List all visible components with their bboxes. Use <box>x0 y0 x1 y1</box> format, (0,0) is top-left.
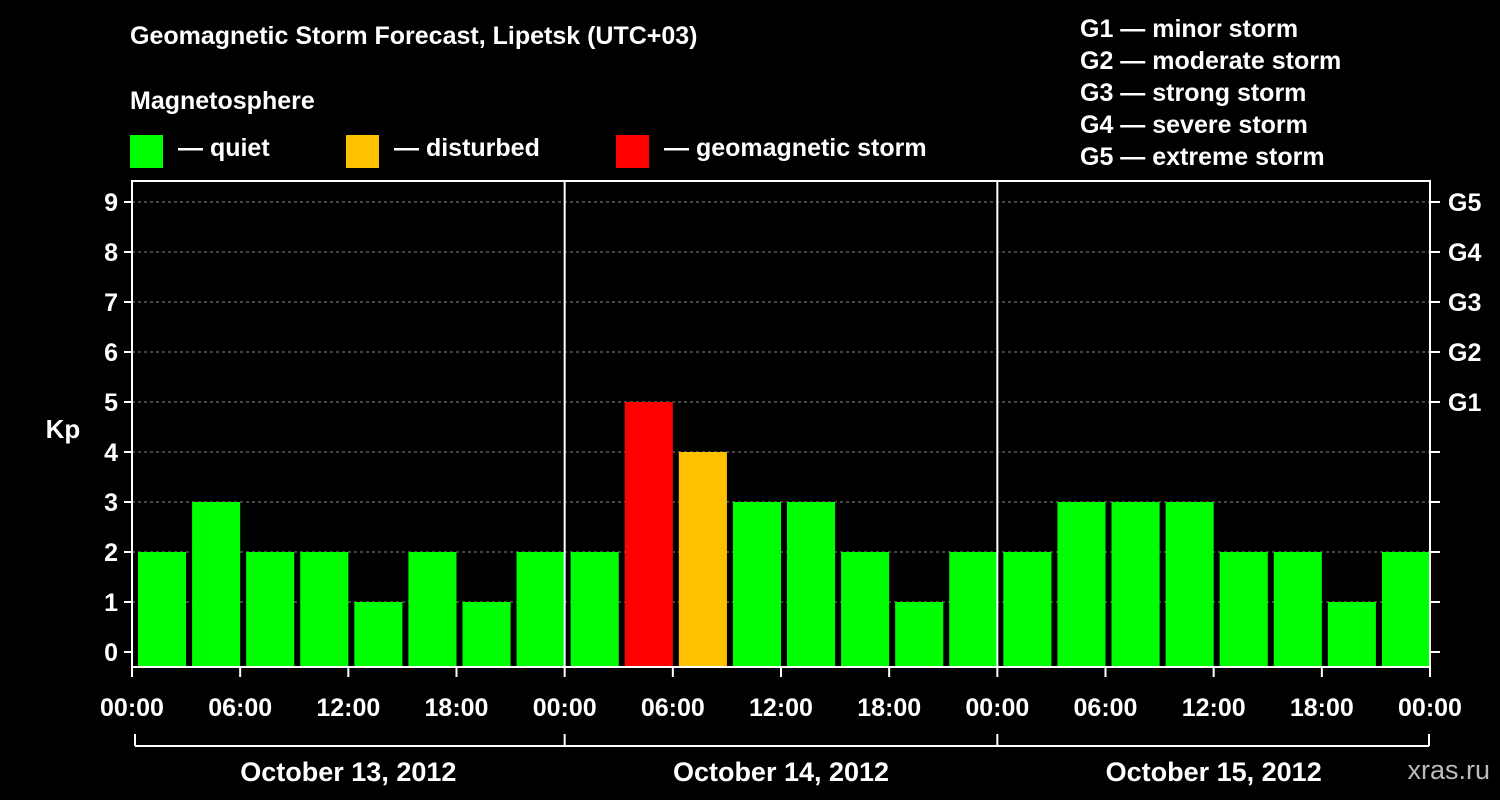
y-tick-label: 5 <box>104 389 118 417</box>
kp-bar-quiet <box>1219 552 1268 667</box>
storm-scale-g1: G1 — minor storm <box>1080 15 1299 43</box>
day-label: October 14, 2012 <box>673 757 889 787</box>
storm-level-label: G5 <box>1448 189 1481 217</box>
x-tick-label: 18:00 <box>857 694 921 722</box>
x-tick-label: 06:00 <box>641 694 705 722</box>
x-tick-label: 12:00 <box>749 694 813 722</box>
storm-scale-g2: G2 — moderate storm <box>1080 47 1342 75</box>
kp-bar-quiet <box>787 502 836 667</box>
kp-bar-storm <box>624 402 673 667</box>
y-tick-label: 9 <box>104 189 118 217</box>
legend-swatch-disturbed <box>346 135 379 168</box>
kp-bar-disturbed <box>678 452 727 667</box>
x-tick-label: 12:00 <box>316 694 380 722</box>
watermark: xras.ru <box>1407 755 1490 785</box>
y-tick-label: 8 <box>104 239 118 267</box>
x-tick-label: 00:00 <box>533 694 597 722</box>
kp-bar-quiet <box>895 602 944 667</box>
legend-label-storm: — geomagnetic storm <box>664 134 927 162</box>
x-tick-label: 06:00 <box>1074 694 1138 722</box>
kp-bar-quiet <box>570 552 619 667</box>
legend-label-quiet: — quiet <box>178 134 270 162</box>
legend-label-disturbed: — disturbed <box>394 134 540 162</box>
storm-level-label: G2 <box>1448 339 1481 367</box>
x-tick-label: 12:00 <box>1182 694 1246 722</box>
y-axis-label: Kp <box>46 414 81 444</box>
kp-bar-quiet <box>300 552 349 667</box>
kp-bar-quiet <box>1165 502 1214 667</box>
x-tick-label: 06:00 <box>208 694 272 722</box>
kp-bar-quiet <box>138 552 187 667</box>
kp-bar-quiet <box>949 552 998 667</box>
day-label: October 15, 2012 <box>1106 757 1322 787</box>
legend-swatch-storm <box>616 135 649 168</box>
kp-bar-quiet <box>246 552 295 667</box>
day-label: October 13, 2012 <box>240 757 456 787</box>
y-tick-label: 1 <box>104 589 118 617</box>
kp-bar-quiet <box>1057 502 1106 667</box>
legend-subtitle: Magnetosphere <box>130 87 315 115</box>
kp-bar-quiet <box>732 502 781 667</box>
storm-scale-g5: G5 — extreme storm <box>1080 143 1325 171</box>
kp-bar-quiet <box>354 602 403 667</box>
x-tick-label: 00:00 <box>1398 694 1462 722</box>
x-tick-label: 00:00 <box>100 694 164 722</box>
kp-bar-quiet <box>841 552 890 667</box>
kp-bar-quiet <box>462 602 511 667</box>
legend-swatch-quiet <box>130 135 163 168</box>
kp-bar-quiet <box>1273 552 1322 667</box>
kp-bar-quiet <box>1327 602 1376 667</box>
y-tick-label: 7 <box>104 289 118 317</box>
kp-bar-quiet <box>1003 552 1052 667</box>
x-tick-label: 18:00 <box>425 694 489 722</box>
kp-bar-quiet <box>192 502 241 667</box>
storm-level-label: G1 <box>1448 389 1481 417</box>
x-tick-label: 00:00 <box>965 694 1029 722</box>
y-tick-label: 4 <box>104 439 118 467</box>
storm-scale-g4: G4 — severe storm <box>1080 111 1308 139</box>
storm-scale-g3: G3 — strong storm <box>1080 79 1307 107</box>
y-tick-label: 2 <box>104 539 118 567</box>
y-tick-label: 0 <box>104 639 118 667</box>
chart-title: Geomagnetic Storm Forecast, Lipetsk (UTC… <box>130 22 698 50</box>
storm-level-label: G4 <box>1448 239 1481 267</box>
kp-bar-quiet <box>1381 552 1430 667</box>
kp-bar-quiet <box>408 552 457 667</box>
y-tick-label: 6 <box>104 339 118 367</box>
storm-level-label: G3 <box>1448 289 1481 317</box>
x-tick-label: 18:00 <box>1290 694 1354 722</box>
y-tick-label: 3 <box>104 489 118 517</box>
kp-bar-quiet <box>516 552 565 667</box>
kp-bar-quiet <box>1111 502 1160 667</box>
